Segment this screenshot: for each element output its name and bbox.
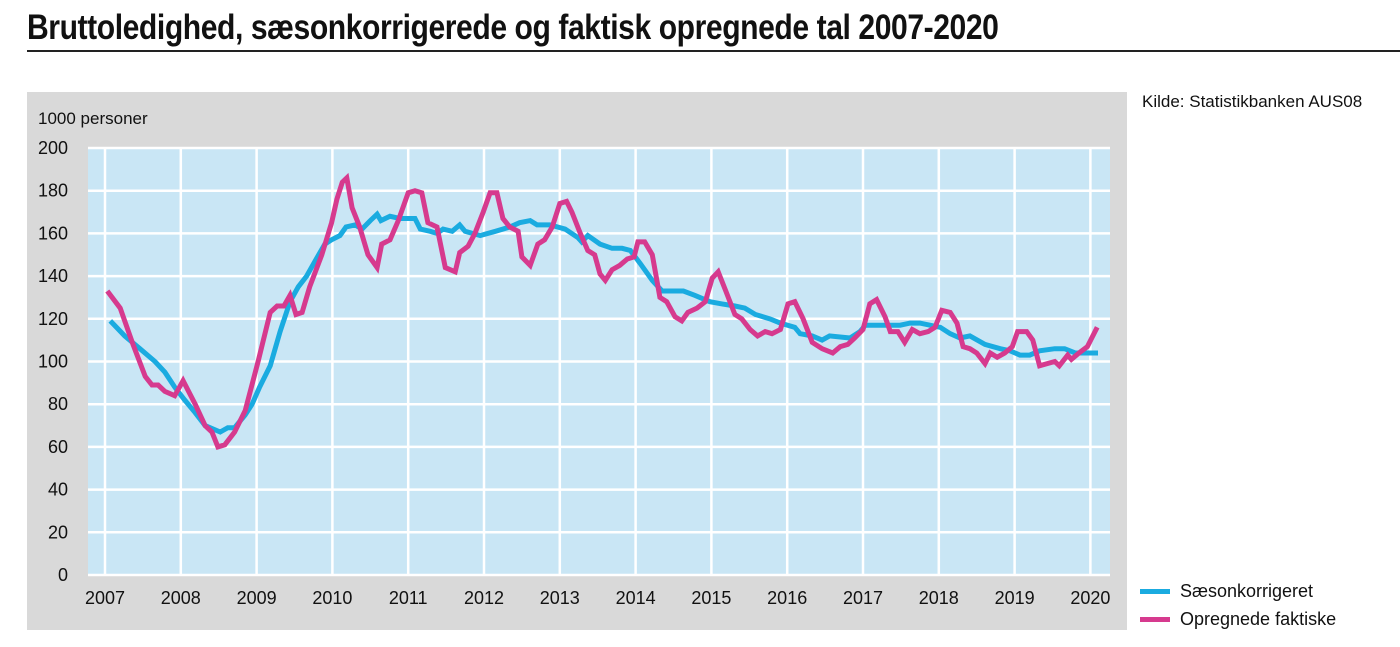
y-tick-label: 80 bbox=[48, 394, 68, 414]
series-line-opregnede-faktiske bbox=[105, 172, 1100, 450]
y-tick-label: 40 bbox=[48, 480, 68, 500]
y-tick-label: 60 bbox=[48, 437, 68, 457]
title-divider bbox=[27, 50, 1400, 52]
y-tick-label: 120 bbox=[38, 309, 68, 329]
series-lines bbox=[105, 172, 1100, 450]
page-title: Bruttoledighed, sæsonkorrigerede og fakt… bbox=[27, 8, 999, 47]
legend-label: Sæsonkorrigeret bbox=[1180, 581, 1314, 601]
x-tick-label: 2017 bbox=[843, 588, 883, 608]
x-tick-label: 2012 bbox=[464, 588, 504, 608]
x-tick-label: 2007 bbox=[85, 588, 125, 608]
y-tick-label: 20 bbox=[48, 522, 68, 542]
x-tick-label: 2020 bbox=[1070, 588, 1110, 608]
y-tick-label: 140 bbox=[38, 266, 68, 286]
x-tick-label: 2014 bbox=[616, 588, 656, 608]
legend-item-opregnede-faktiske: Opregnede faktiske bbox=[1140, 609, 1336, 630]
y-tick-label: 180 bbox=[38, 181, 68, 201]
x-tick-label: 2018 bbox=[919, 588, 959, 608]
series-line-saesonkorrigeret bbox=[108, 210, 1098, 435]
legend-item-saesonkorrigeret: Sæsonkorrigeret bbox=[1140, 581, 1313, 602]
legend-label: Opregnede faktiske bbox=[1180, 609, 1337, 629]
axis-ticks: 0 20 40 60 80 100 120 140 160 180 200 2007 2008 2009 2… bbox=[38, 138, 1110, 608]
x-tick-label: 2013 bbox=[540, 588, 580, 608]
y-tick-label: 0 bbox=[58, 565, 68, 585]
x-tick-label: 2008 bbox=[161, 588, 201, 608]
y-tick-label: 100 bbox=[38, 352, 68, 372]
x-tick-label: 2009 bbox=[237, 588, 277, 608]
y-tick-label: 160 bbox=[38, 223, 68, 243]
legend-swatch-blue bbox=[1140, 589, 1170, 594]
x-tick-label: 2011 bbox=[389, 588, 428, 608]
y-axis-label: 1000 personer bbox=[38, 109, 148, 128]
source-note: Kilde: Statistikbanken AUS08 bbox=[1142, 92, 1363, 111]
x-tick-label: 2016 bbox=[767, 588, 807, 608]
x-tick-label: 2010 bbox=[312, 588, 352, 608]
legend-swatch-pink bbox=[1140, 617, 1170, 622]
x-tick-label: 2019 bbox=[995, 588, 1035, 608]
x-tick-label: 2015 bbox=[691, 588, 731, 608]
y-tick-label: 200 bbox=[38, 138, 68, 158]
